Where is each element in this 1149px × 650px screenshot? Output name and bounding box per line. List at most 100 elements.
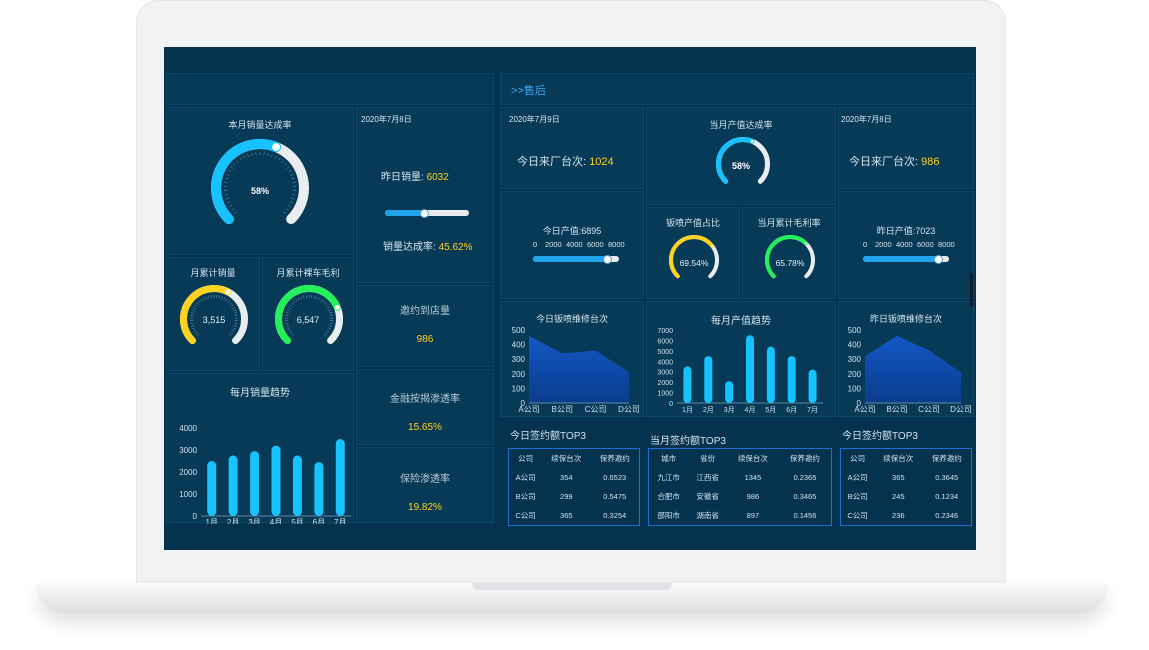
bar bbox=[250, 451, 260, 516]
gauge-tick bbox=[328, 325, 332, 327]
bar bbox=[207, 461, 217, 516]
gauge-knob bbox=[750, 139, 754, 143]
gauge-knob bbox=[225, 289, 231, 295]
table-cell: 1345 bbox=[744, 473, 762, 482]
invite-label: 邀约到店量 bbox=[400, 306, 450, 317]
yesterday-paint-repair-chart: 0 100 200 300 400 500 A公司 B公司 C公司 D公司 bbox=[848, 326, 972, 414]
service-left-output-knob[interactable] bbox=[603, 255, 613, 264]
gauge-tick bbox=[225, 298, 228, 302]
service-middle-top3-table: 城市 省份 续保台次 保养邀约 九江市 江西省 1345 0.2365 合肥市 安徽省 986 0.3… bbox=[648, 448, 832, 526]
monthly-sales-rate-value: 58% bbox=[250, 186, 269, 196]
finance-panel: 金融按揭渗透率 15.65% bbox=[356, 369, 494, 445]
x-tick-label: D公司 bbox=[950, 405, 972, 414]
gauge-tick bbox=[192, 327, 196, 330]
gauge-tick bbox=[198, 300, 201, 304]
section-title-after-sales: >>售后 bbox=[511, 85, 546, 97]
x-tick-label: C公司 bbox=[585, 405, 607, 414]
y-tick-label: 200 bbox=[848, 370, 862, 379]
x-tick-label: 3月 bbox=[724, 406, 735, 414]
gauge-tick bbox=[224, 194, 228, 196]
service-header-strip: >>售后 bbox=[500, 73, 974, 105]
gauge-tick bbox=[234, 211, 237, 214]
y-tick-label: 1000 bbox=[657, 391, 673, 398]
service-rate-value: 58% bbox=[731, 161, 750, 171]
y-tick-label: 7000 bbox=[657, 328, 673, 335]
gauge-tick bbox=[190, 312, 194, 314]
yesterday-paint-repair-panel: 昨日钣喷维修台次 0 100 200 300 400 500 A公司 B公司 C公司 D公司 bbox=[838, 301, 974, 417]
gauge-tick bbox=[196, 302, 199, 305]
scrollbar-thumb[interactable] bbox=[970, 273, 973, 307]
x-tick-label: B公司 bbox=[552, 405, 573, 414]
sales-rate-value: 45.62% bbox=[438, 242, 473, 253]
bar bbox=[725, 381, 734, 403]
service-rate-gauge bbox=[716, 137, 770, 184]
monthly-output-trend-chart: 0 1000 2000 3000 4000 5000 6000 7000 1月 2月 3月 4月 5月 6… bbox=[657, 328, 823, 414]
x-tick-label: 1月 bbox=[682, 406, 693, 414]
gauge-tick bbox=[230, 166, 234, 169]
x-tick-label: 5月 bbox=[765, 406, 776, 414]
table-header-row: 城市 省份 续保台次 保养邀约 bbox=[649, 449, 832, 469]
gauge-tick bbox=[227, 300, 230, 304]
paint-ratio-value: 69.54% bbox=[679, 258, 709, 268]
y-tick-label: 0 bbox=[521, 399, 526, 408]
table-row: A公司 365 0.3645 bbox=[841, 468, 972, 487]
yesterday-sales-line: 昨日销量: 6032 bbox=[381, 168, 449, 183]
month-sales-panel: 月累计销量 3,515 bbox=[166, 257, 260, 371]
gauge-tick bbox=[285, 208, 289, 211]
tick-label: 0 bbox=[863, 240, 868, 249]
margin-rate-gauge bbox=[765, 235, 815, 279]
monthly-sales-trend-title: 每月销量趋势 bbox=[230, 388, 290, 399]
table-row: B公司 245 0.1234 bbox=[841, 487, 972, 506]
gauge-tick bbox=[290, 173, 294, 176]
sales-rate-slider-knob[interactable] bbox=[419, 209, 429, 218]
x-tick-label: 7月 bbox=[807, 406, 818, 414]
table-cell: 245 bbox=[892, 492, 905, 501]
gauge-tick bbox=[291, 302, 294, 305]
gauge-tick bbox=[229, 205, 232, 208]
gauge-tick bbox=[288, 205, 291, 208]
tick-label: 2000 bbox=[875, 240, 892, 249]
gauge-tick bbox=[228, 333, 232, 337]
table-cell: 0.5475 bbox=[603, 492, 627, 501]
gauge-tick bbox=[324, 302, 327, 305]
service-left-top3-table: 公司 续保台次 保养邀约 A公司 354 0.6523 B公司 299 0.5475 C公司 365… bbox=[508, 448, 640, 526]
y-tick-label: 100 bbox=[512, 384, 526, 393]
tick-label: 2000 bbox=[545, 240, 562, 249]
table-cell: 0.2365 bbox=[793, 473, 817, 482]
table-cell: 0.3645 bbox=[935, 473, 959, 482]
gauge-tick bbox=[202, 297, 205, 301]
service-right-top3-table: 公司 续保台次 保养邀约 A公司 365 0.3645 B公司 245 0.1234 C公司 236… bbox=[840, 448, 972, 526]
gauge-tick bbox=[194, 331, 198, 335]
service-left-arrivals-label: 今日来厂台次: bbox=[517, 156, 587, 168]
y-tick-label: 2000 bbox=[657, 380, 673, 387]
service-left-output-label: 今日产值:6895 bbox=[542, 226, 602, 236]
table-cell: 986 bbox=[746, 492, 760, 501]
gauge-tick bbox=[223, 297, 226, 301]
gauge-tick bbox=[271, 154, 273, 158]
gauge-fill bbox=[765, 235, 808, 279]
y-tick-label: 500 bbox=[512, 326, 526, 335]
gauge-tick bbox=[233, 309, 237, 312]
service-right-output-fill bbox=[863, 256, 939, 262]
table-cell: 九江市 bbox=[657, 473, 680, 482]
gauge-tick bbox=[228, 170, 232, 173]
service-right-top3-title: 今日签约额TOP3 bbox=[842, 431, 918, 442]
gauge-tick bbox=[328, 309, 332, 312]
gauge-knob bbox=[711, 245, 714, 248]
y-tick-label: 200 bbox=[512, 370, 526, 379]
gauge-tick bbox=[295, 298, 298, 302]
table-cell: 365 bbox=[560, 511, 573, 520]
margin-rate-title: 当月累计毛利率 bbox=[757, 218, 821, 228]
table-row: C公司 236 0.2346 bbox=[841, 506, 972, 526]
service-right-output-knob[interactable] bbox=[934, 255, 944, 264]
y-tick-label: 4000 bbox=[179, 424, 197, 433]
month-sales-title: 月累计销量 bbox=[190, 268, 236, 278]
table-header-cell: 续保台次 bbox=[551, 454, 582, 463]
table-cell: 0.3254 bbox=[603, 511, 627, 520]
gauge-tick bbox=[243, 155, 246, 159]
table-header-row: 公司 续保台次 保养邀约 bbox=[509, 449, 640, 469]
gauge-tick bbox=[303, 295, 305, 299]
bar bbox=[683, 366, 692, 403]
gauge-tick bbox=[193, 329, 197, 332]
gauge-fill bbox=[180, 285, 232, 345]
